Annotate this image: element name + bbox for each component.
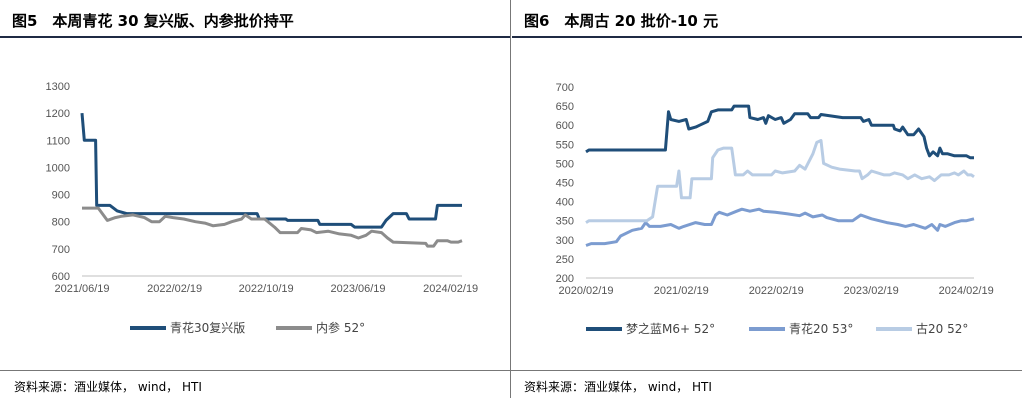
right-x-tick-label-2: 2022/02/19 <box>749 285 804 297</box>
right-series-line-2 <box>585 139 975 224</box>
right-series-line-0 <box>585 104 974 160</box>
chart-title-bar-right: 图6 本周古 20 批价-10 元 <box>512 6 1022 38</box>
source-note-left: 资料来源：酒业媒体， wind， HTI <box>14 380 202 394</box>
left-x-tick-label-1: 2022/02/19 <box>147 283 202 295</box>
right-y-tick-label-9: 650 <box>556 101 574 113</box>
right-y-tick-label-6: 500 <box>556 158 574 170</box>
right-y-tick-label-5: 450 <box>556 178 574 190</box>
chart-title-bar-left: 图5 本周青花 30 复兴版、内参批价持平 <box>0 6 510 38</box>
footer-divider <box>0 370 1022 371</box>
left-y-tick-label-5: 1100 <box>46 135 70 147</box>
right-y-tick-label-1: 250 <box>556 254 574 266</box>
left-series-line-1 <box>82 206 463 248</box>
chart-title-right: 图6 本周古 20 批价-10 元 <box>524 12 719 30</box>
left-series-line-0 <box>80 112 462 229</box>
panel-divider <box>510 0 511 398</box>
chart-panel-right: 图6 本周古 20 批价-10 元 200 250 300 350 400 450 500 5… <box>512 0 1022 370</box>
right-y-tick-label-4: 400 <box>556 197 574 209</box>
chart-title-left: 图5 本周青花 30 复兴版、内参批价持平 <box>12 12 294 30</box>
right-x-tick-label-3: 2023/02/19 <box>844 285 899 297</box>
right-y-tick-label-7: 550 <box>556 139 574 151</box>
right-y-tick-label-10: 700 <box>556 82 574 94</box>
right-x-tick-label-0: 2020/02/19 <box>558 285 613 297</box>
left-x-tick-label-3: 2023/06/19 <box>330 283 385 295</box>
right-y-tick-label-8: 600 <box>556 120 574 132</box>
chart-panel-left: 图5 本周青花 30 复兴版、内参批价持平 600 700 800 900 1000 11… <box>0 0 510 370</box>
right-legend-label-1: 青花20 53° <box>789 321 853 336</box>
left-legend-label-1: 内参 52° <box>316 320 365 335</box>
left-x-tick-label-4: 2024/02/19 <box>423 283 478 295</box>
left-y-tick-label-3: 900 <box>52 190 70 202</box>
right-y-tick-label-2: 300 <box>556 235 574 247</box>
left-y-tick-label-4: 1000 <box>46 162 70 174</box>
right-legend-label-0: 梦之蓝M6+ 52° <box>626 322 715 336</box>
left-x-tick-label-0: 2021/06/19 <box>54 283 109 295</box>
right-series-line-1 <box>585 207 975 247</box>
right-x-tick-label-4: 2024/02/19 <box>939 285 994 297</box>
source-note-right: 资料来源：酒业媒体， wind， HTI <box>524 380 712 394</box>
right-y-tick-label-3: 350 <box>556 216 574 228</box>
chart-right: 200 250 300 350 400 450 500 550 600 650 700 2020/02… <box>556 82 994 336</box>
left-y-tick-label-2: 800 <box>52 217 70 229</box>
right-x-tick-label-1: 2021/02/19 <box>654 285 709 297</box>
chart-left: 600 700 800 900 1000 1100 1200 1300 2021/06/19 20… <box>46 81 479 335</box>
left-y-tick-label-1: 700 <box>52 244 70 256</box>
left-x-tick-label-2: 2022/10/19 <box>239 283 294 295</box>
left-y-tick-label-6: 1200 <box>46 108 70 120</box>
left-y-tick-label-7: 1300 <box>46 81 70 93</box>
right-legend-label-2: 古20 52° <box>916 321 968 336</box>
right-y-tick-label-0: 200 <box>556 273 574 285</box>
left-y-tick-label-0: 600 <box>52 271 70 283</box>
left-legend-label-0: 青花30复兴版 <box>170 320 245 335</box>
